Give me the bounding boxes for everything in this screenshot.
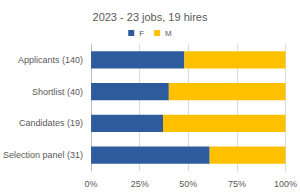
svg-text:75%: 75% bbox=[228, 179, 246, 189]
svg-text:Shortlist (40): Shortlist (40) bbox=[32, 87, 83, 97]
svg-text:Applicants (140): Applicants (140) bbox=[18, 55, 83, 65]
svg-text:100%: 100% bbox=[274, 179, 297, 189]
svg-text:Selection panel (31): Selection panel (31) bbox=[3, 150, 83, 160]
svg-text:25%: 25% bbox=[131, 179, 149, 189]
svg-text:50%: 50% bbox=[179, 179, 197, 189]
svg-text:M: M bbox=[165, 29, 172, 38]
svg-text:F: F bbox=[139, 29, 144, 38]
svg-text:0%: 0% bbox=[85, 179, 98, 189]
svg-text:2023 - 23 jobs, 19 hires: 2023 - 23 jobs, 19 hires bbox=[93, 11, 208, 23]
svg-text:Candidates (19): Candidates (19) bbox=[19, 118, 83, 128]
